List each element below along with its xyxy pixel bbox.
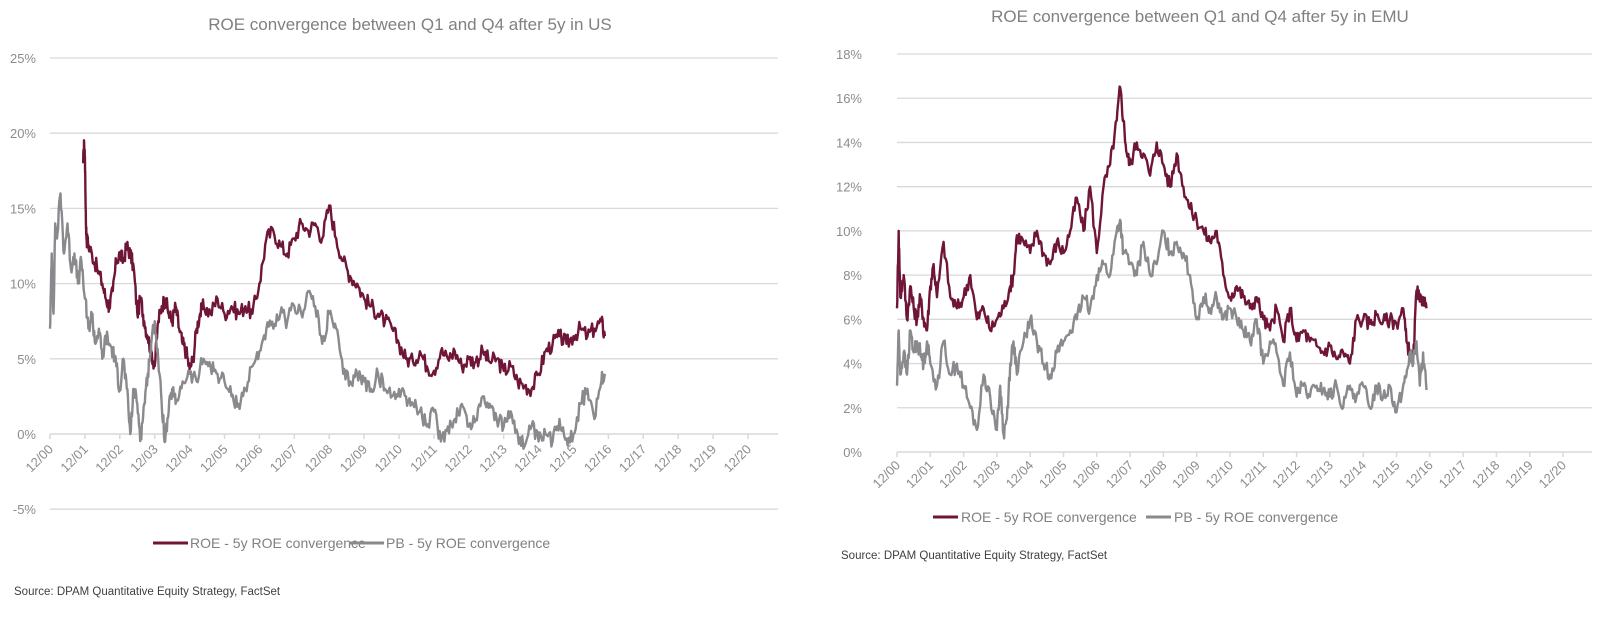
y-tick-label: 14% — [836, 135, 862, 150]
x-tick-label: 12/07 — [267, 442, 301, 476]
x-tick-label: 12/08 — [1136, 458, 1170, 492]
y-tick-label: -5% — [13, 502, 37, 517]
x-tick-label: 12/11 — [1236, 458, 1269, 491]
source-note: Source: DPAM Quantitative Equity Strateg… — [841, 550, 1108, 562]
emu-chart: ROE convergence between Q1 and Q4 after … — [836, 7, 1592, 562]
legend-label-roe: ROE - 5y ROE convergence — [961, 509, 1137, 525]
y-tick-label: 0% — [17, 427, 36, 442]
x-tick-label: 12/01 — [903, 458, 937, 492]
legend-item-roe[interactable]: ROE - 5y ROE convergence — [933, 509, 1137, 525]
y-tick-label: 8% — [843, 268, 862, 283]
x-tick-label: 12/10 — [1203, 458, 1237, 492]
legend: ROE - 5y ROE convergence PB - 5y ROE con… — [933, 509, 1338, 525]
x-tick-label: 12/20 — [721, 442, 755, 476]
x-tick-labels: 12/00 12/01 12/02 12/03 12/04 12/05 12/06 12/07… — [870, 458, 1570, 492]
chart-title: ROE convergence between Q1 and Q4 after … — [208, 15, 612, 34]
legend: ROE - 5y ROE convergence PB - 5y ROE con… — [153, 535, 550, 551]
legend-label-pb: PB - 5y ROE convergence — [1174, 509, 1338, 525]
series-line-roe — [895, 85, 1428, 365]
x-tick-label: 12/17 — [1436, 458, 1470, 492]
x-tick-label: 12/04 — [1003, 458, 1037, 492]
us-chart-panel: ROE convergence between Q1 and Q4 after … — [10, 15, 778, 598]
x-tick-label: 12/16 — [1402, 458, 1436, 492]
x-tick-label: 12/19 — [686, 442, 720, 476]
y-tick-label: 4% — [843, 357, 862, 372]
series-line-pb — [48, 192, 607, 450]
y-tick-label: 12% — [836, 180, 862, 195]
x-axis — [896, 451, 1592, 457]
legend-item-roe[interactable]: ROE - 5y ROE convergence — [153, 535, 366, 551]
x-tick-label: 12/05 — [1036, 458, 1070, 492]
series-line-pb — [895, 218, 1428, 440]
x-tick-label: 12/14 — [511, 442, 545, 476]
emu-chart-panel: ROE convergence between Q1 and Q4 after … — [800, 0, 1600, 624]
y-tick-label: 20% — [10, 126, 36, 141]
x-tick-label: 12/02 — [936, 458, 970, 492]
x-tick-label: 12/07 — [1103, 458, 1137, 492]
y-tick-label: 15% — [10, 201, 36, 216]
legend-item-pb[interactable]: PB - 5y ROE convergence — [349, 535, 550, 551]
x-tick-label: 12/03 — [969, 458, 1003, 492]
y-tick-label: 5% — [17, 352, 36, 367]
x-tick-label: 12/06 — [1069, 458, 1103, 492]
x-tick-label: 12/02 — [92, 442, 126, 476]
x-tick-label: 12/13 — [1302, 458, 1336, 492]
y-tick-label: 2% — [843, 401, 862, 416]
y-gridlines — [50, 57, 778, 510]
x-tick-label: 12/00 — [23, 442, 57, 476]
x-tick-label: 12/08 — [302, 442, 336, 476]
chart-title: ROE convergence between Q1 and Q4 after … — [991, 7, 1409, 26]
x-tick-label: 12/05 — [197, 442, 231, 476]
x-tick-label: 12/00 — [870, 458, 904, 492]
x-tick-label: 12/14 — [1336, 458, 1370, 492]
x-tick-label: 12/20 — [1536, 458, 1570, 492]
us-chart: ROE convergence between Q1 and Q4 after … — [10, 15, 778, 598]
x-tick-label: 12/11 — [407, 442, 440, 475]
legend-label-roe: ROE - 5y ROE convergence — [190, 535, 366, 551]
y-tick-label: 25% — [10, 51, 36, 66]
x-tick-label: 12/01 — [57, 442, 91, 476]
x-tick-label: 12/15 — [1369, 458, 1403, 492]
y-tick-labels: 0% 2% 4% 6% 8% 10% 12% 14% 16% 18% — [836, 47, 862, 460]
x-axis — [49, 433, 778, 439]
x-tick-label: 12/04 — [162, 442, 196, 476]
series-lines — [895, 85, 1428, 440]
x-tick-label: 12/18 — [651, 442, 685, 476]
y-tick-labels: -5% 0% 5% 10% 15% 20% 25% — [10, 51, 36, 517]
x-tick-label: 12/12 — [1269, 458, 1303, 492]
y-tick-label: 16% — [836, 91, 862, 106]
y-tick-label: 10% — [836, 224, 862, 239]
x-tick-label: 12/17 — [616, 442, 650, 476]
x-tick-label: 12/03 — [127, 442, 161, 476]
x-tick-label: 12/09 — [1169, 458, 1203, 492]
x-tick-label: 12/18 — [1469, 458, 1503, 492]
x-tick-label: 12/12 — [441, 442, 475, 476]
y-tick-label: 18% — [836, 47, 862, 62]
x-tick-label: 12/09 — [337, 442, 371, 476]
y-tick-label: 6% — [843, 312, 862, 327]
legend-label-pb: PB - 5y ROE convergence — [386, 535, 550, 551]
y-tick-label: 10% — [10, 277, 36, 292]
x-tick-label: 12/06 — [232, 442, 266, 476]
x-tick-labels: 12/00 12/01 12/02 12/03 12/04 12/05 12/06 12/07… — [23, 442, 755, 476]
x-tick-label: 12/10 — [372, 442, 406, 476]
y-gridlines — [897, 53, 1592, 409]
x-tick-label: 12/13 — [476, 442, 510, 476]
y-tick-label: 0% — [843, 445, 862, 460]
series-lines — [48, 139, 607, 450]
x-tick-label: 12/19 — [1502, 458, 1536, 492]
x-tick-label: 12/16 — [581, 442, 615, 476]
source-note: Source: DPAM Quantitative Equity Strateg… — [14, 586, 281, 598]
legend-item-pb[interactable]: PB - 5y ROE convergence — [1146, 509, 1338, 525]
series-line-roe — [82, 139, 607, 398]
